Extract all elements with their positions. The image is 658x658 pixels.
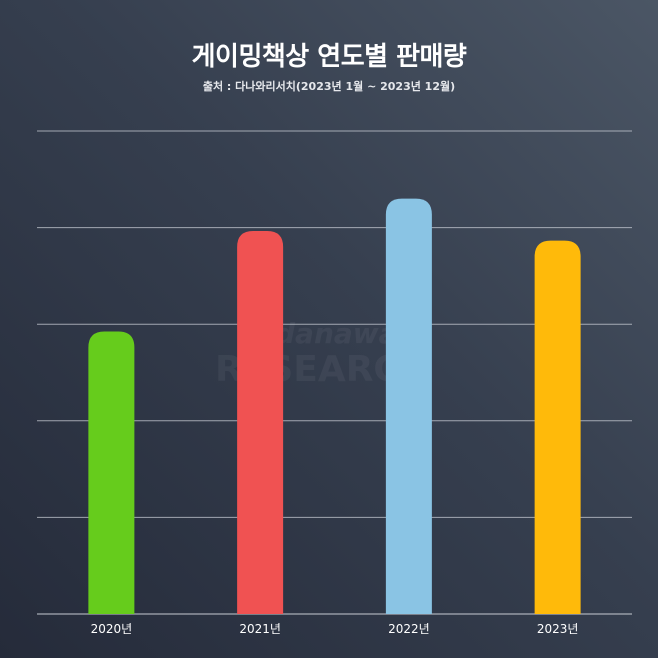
chart-title: 게이밍책상 연도별 판매량 (191, 42, 467, 72)
x-tick-label: 2023년 (537, 622, 579, 636)
bar-4 (534, 240, 581, 615)
x-tick-label: 2021년 (239, 622, 281, 636)
x-tick-label: 2022년 (388, 622, 430, 636)
chart-source: 출처 : 다나와리서치(2023년 1월 ~ 2023년 12월) (202, 80, 456, 93)
x-tick-label: 2020년 (91, 622, 133, 636)
bar-2 (237, 230, 284, 614)
bar-3 (385, 198, 432, 614)
bar-1 (88, 331, 135, 614)
